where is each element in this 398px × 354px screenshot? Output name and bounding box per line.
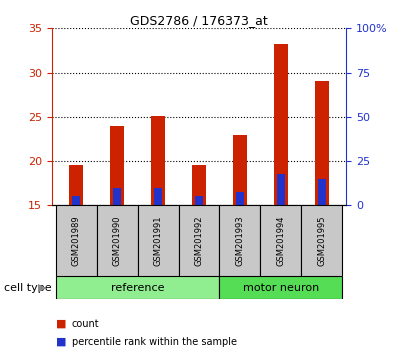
Bar: [274, 44, 288, 205]
Text: motor neuron: motor neuron: [243, 282, 319, 293]
Bar: [219, 276, 342, 299]
Bar: [233, 135, 247, 205]
FancyBboxPatch shape: [301, 205, 342, 276]
Text: GSM201994: GSM201994: [276, 216, 285, 266]
Text: reference: reference: [111, 282, 164, 293]
FancyBboxPatch shape: [260, 205, 301, 276]
Bar: [236, 192, 244, 205]
Bar: [195, 196, 203, 205]
Text: percentile rank within the sample: percentile rank within the sample: [72, 337, 237, 347]
Text: GSM201992: GSM201992: [195, 216, 203, 266]
Text: GSM201995: GSM201995: [317, 216, 326, 266]
Text: GSM201991: GSM201991: [154, 216, 163, 266]
Bar: [318, 179, 326, 205]
FancyBboxPatch shape: [138, 205, 179, 276]
Title: GDS2786 / 176373_at: GDS2786 / 176373_at: [130, 14, 268, 27]
FancyBboxPatch shape: [179, 205, 219, 276]
Bar: [151, 116, 165, 205]
Text: GSM201993: GSM201993: [235, 215, 244, 266]
Text: count: count: [72, 319, 99, 329]
Bar: [154, 188, 162, 205]
FancyBboxPatch shape: [97, 205, 138, 276]
Bar: [192, 165, 206, 205]
Bar: [277, 174, 285, 205]
Text: GSM201989: GSM201989: [72, 215, 81, 266]
Bar: [56, 276, 219, 299]
Text: ■: ■: [56, 337, 66, 347]
Bar: [314, 81, 329, 205]
Text: ▶: ▶: [38, 282, 46, 293]
Text: ■: ■: [56, 319, 66, 329]
Bar: [110, 126, 124, 205]
Bar: [72, 196, 80, 205]
Text: cell type: cell type: [4, 282, 52, 293]
FancyBboxPatch shape: [219, 205, 260, 276]
FancyBboxPatch shape: [56, 205, 97, 276]
Bar: [69, 165, 84, 205]
Bar: [113, 188, 121, 205]
Text: GSM201990: GSM201990: [113, 216, 122, 266]
